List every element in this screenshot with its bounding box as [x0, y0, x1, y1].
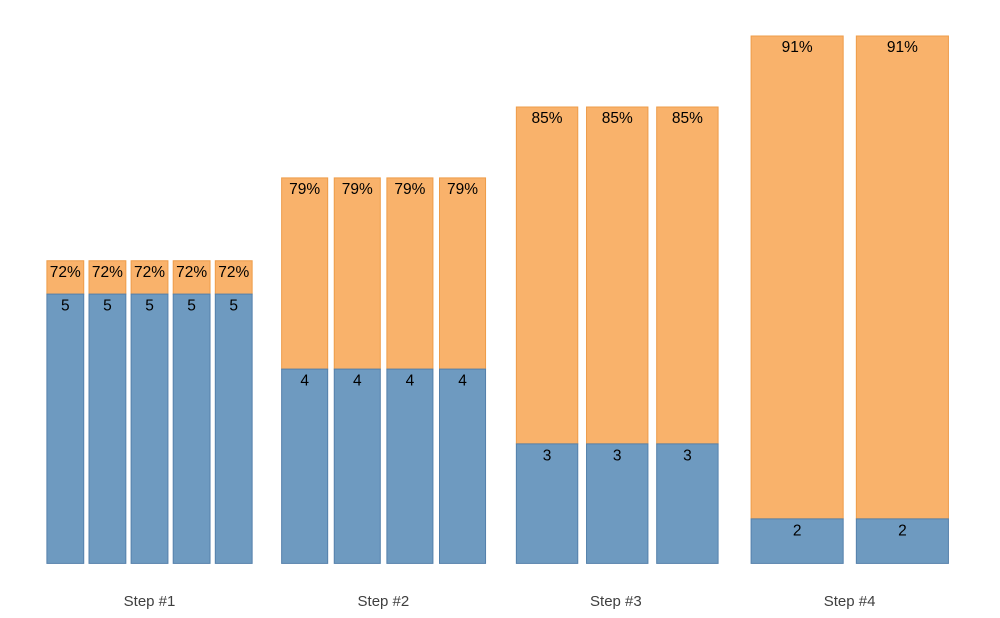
svg-text:2: 2	[898, 523, 907, 540]
svg-text:2: 2	[793, 523, 802, 540]
svg-text:85%: 85%	[602, 110, 633, 127]
svg-text:79%: 79%	[394, 181, 425, 198]
svg-text:Step #3: Step #3	[590, 593, 642, 610]
svg-text:3: 3	[683, 448, 692, 465]
svg-text:Step #2: Step #2	[358, 593, 410, 610]
svg-text:3: 3	[613, 448, 622, 465]
svg-text:4: 4	[458, 373, 467, 390]
svg-text:3: 3	[543, 448, 552, 465]
svg-text:5: 5	[61, 298, 70, 315]
svg-text:5: 5	[145, 298, 154, 315]
svg-text:79%: 79%	[342, 181, 373, 198]
svg-text:72%: 72%	[50, 264, 81, 281]
svg-text:5: 5	[229, 298, 238, 315]
svg-text:79%: 79%	[447, 181, 478, 198]
svg-text:85%: 85%	[532, 110, 563, 127]
svg-text:85%: 85%	[672, 110, 703, 127]
svg-text:4: 4	[406, 373, 415, 390]
svg-text:91%: 91%	[887, 39, 918, 56]
svg-text:72%: 72%	[134, 264, 165, 281]
svg-text:4: 4	[300, 373, 309, 390]
svg-text:5: 5	[103, 298, 112, 315]
svg-text:72%: 72%	[92, 264, 123, 281]
svg-text:Step #1: Step #1	[124, 593, 176, 610]
svg-text:72%: 72%	[176, 264, 207, 281]
svg-text:79%: 79%	[289, 181, 320, 198]
svg-text:5: 5	[187, 298, 196, 315]
svg-text:4: 4	[353, 373, 362, 390]
svg-text:Step #4: Step #4	[824, 593, 876, 610]
svg-text:91%: 91%	[782, 39, 813, 56]
svg-text:72%: 72%	[218, 264, 249, 281]
